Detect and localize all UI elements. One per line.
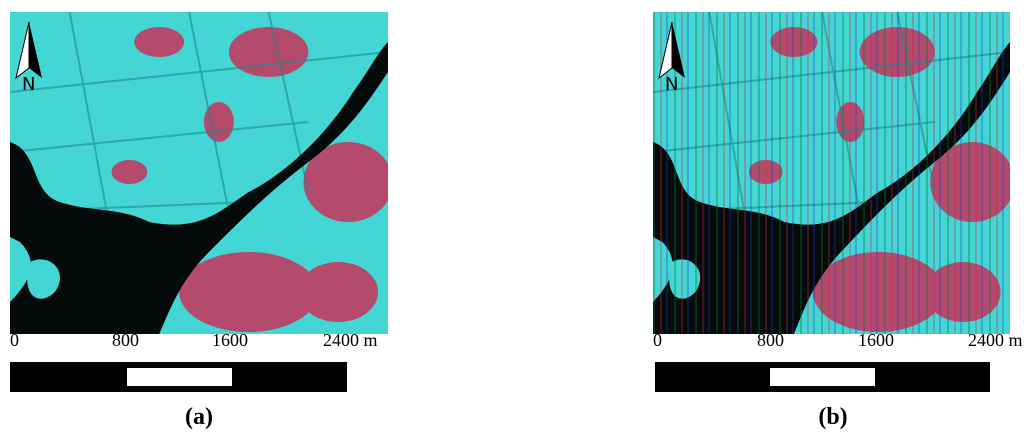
figure: N 0 800 1600 2400 m (a) N 0 800 1600 2400 m (b)	[0, 0, 1030, 435]
scale-label: 0	[653, 330, 662, 351]
caption: (b)	[818, 404, 847, 431]
scale-label: 800	[757, 330, 784, 351]
scale-bar-segment	[127, 368, 232, 386]
scale-label: 2400 m	[323, 330, 378, 351]
north-arrow	[14, 20, 44, 80]
scale-label: 800	[112, 330, 139, 351]
stripe-artifacts	[653, 12, 1010, 334]
scale-label: 1600	[212, 330, 248, 351]
scale-bar	[10, 362, 347, 392]
scale-bar	[655, 362, 990, 392]
caption: (a)	[185, 404, 213, 431]
north-label: N	[665, 74, 678, 95]
satellite-image: N	[653, 12, 1010, 334]
scale-label: 2400 m	[968, 330, 1023, 351]
scale-label: 1600	[858, 330, 894, 351]
north-arrow	[657, 20, 687, 80]
scale-label: 0	[10, 330, 19, 351]
satellite-image: N	[10, 12, 388, 334]
scale-bar-segment	[770, 368, 875, 386]
north-label: N	[22, 74, 35, 95]
